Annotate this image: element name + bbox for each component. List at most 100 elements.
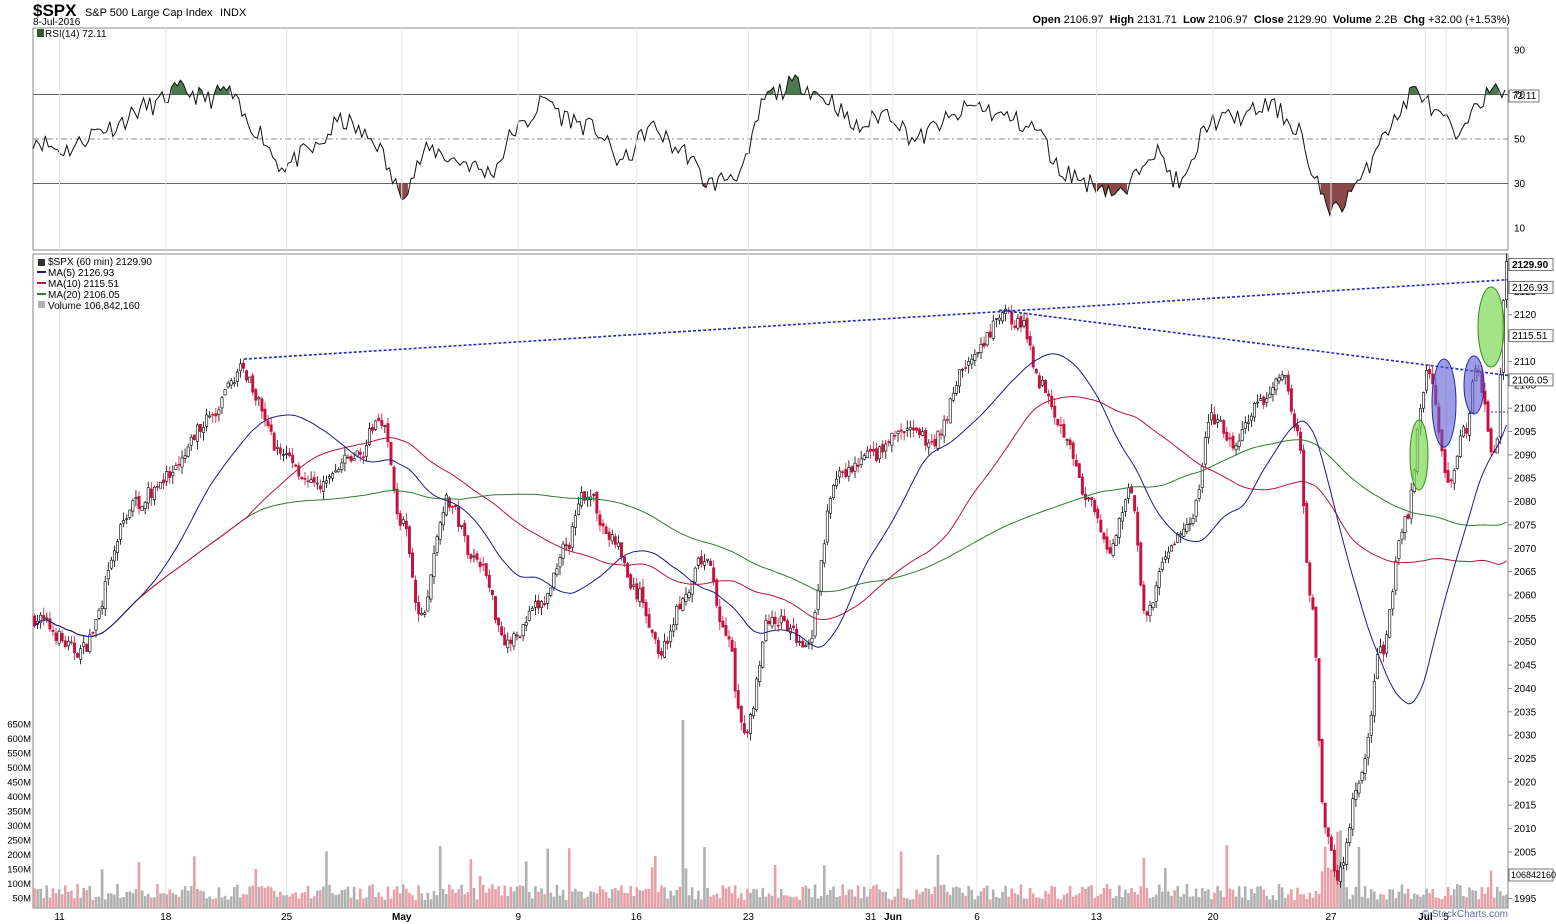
volume-bar (626, 893, 629, 908)
candle-body (232, 382, 236, 385)
candle-body (1025, 318, 1029, 340)
candle-body (211, 413, 215, 416)
candle-body (881, 444, 885, 453)
volume-bar (51, 888, 55, 908)
x-label-11: 11 (54, 912, 65, 923)
volume-bar (561, 889, 565, 908)
volume-bar (819, 896, 823, 908)
volume-bar (1471, 890, 1474, 908)
volume-bar (36, 889, 39, 908)
volume-bar (1237, 886, 1241, 908)
volume-bar (549, 892, 553, 908)
price-panel: $SPX (60 min) 2129.90 MA(5) 2126.93 MA(1… (7, 28, 1556, 923)
candle-body (856, 464, 860, 467)
x-label-13: 13 (1091, 912, 1103, 923)
volume-bar (414, 899, 417, 908)
volume-bar (85, 890, 89, 908)
volume-bar (251, 885, 255, 908)
candle-body (749, 714, 752, 734)
rsi-tag-box (1508, 89, 1540, 103)
volume-tick-label: 250M (7, 836, 31, 847)
volume-bar (884, 891, 888, 908)
legend-ma5: MA(5) 2126.93 (48, 268, 115, 279)
candle-body (131, 500, 135, 512)
price-legend: $SPX (60 min) 2129.90 MA(5) 2126.93 MA(1… (37, 257, 152, 312)
candle-body (392, 466, 396, 491)
candle-body (1382, 644, 1386, 655)
candle-body (1308, 562, 1312, 596)
candle-body (933, 438, 937, 447)
volume-bar (816, 898, 820, 908)
x-label-25: 25 (281, 912, 293, 923)
candle-body (663, 641, 666, 658)
candle-body (576, 503, 580, 515)
candle-body (745, 731, 749, 734)
candle-body (1044, 380, 1047, 394)
candle-body (1133, 495, 1137, 512)
volume-bar (730, 893, 734, 908)
candle-body (1455, 455, 1459, 469)
candle-body (116, 541, 119, 553)
volume-bar (1502, 895, 1505, 908)
chart-header: $SPX S&P 500 Large Cap Index INDX (33, 1, 246, 21)
volume-tick-label: 50M (13, 894, 32, 905)
candle-body (979, 343, 983, 353)
volume-bar (220, 897, 224, 908)
volume-bar (368, 885, 371, 908)
index-name: S&P 500 Large Cap Index (84, 7, 213, 19)
volume-bar (1213, 892, 1216, 908)
candle-body (202, 427, 206, 433)
volume-bar (494, 889, 497, 908)
candle-body (982, 342, 986, 347)
candle-body (1080, 476, 1084, 495)
candle-body (1452, 470, 1456, 484)
candle-body (195, 424, 199, 442)
candle-body (500, 626, 504, 636)
candle-body (189, 436, 193, 446)
volume-bar (1139, 886, 1143, 908)
volume-bar (45, 885, 49, 908)
candle-body (924, 429, 928, 446)
volume-bar (469, 859, 473, 908)
candle-body (1096, 508, 1100, 519)
volume-bar (893, 896, 897, 908)
volume-bar (1465, 897, 1468, 908)
candle-body (512, 633, 516, 647)
legend-volume: Volume 106,842,160 (48, 301, 140, 312)
volume-bar (346, 886, 350, 908)
candle-body (739, 706, 743, 723)
candle-body (1357, 782, 1361, 794)
rsi-tag-text: 72.11 (1512, 91, 1537, 102)
volume-bar (1369, 889, 1373, 908)
candle-body (1372, 681, 1376, 717)
volume-bar (850, 889, 854, 908)
volume-bar (306, 885, 310, 908)
volume-bar (1446, 887, 1450, 908)
candle-body (1059, 424, 1063, 427)
candle-body (374, 420, 378, 430)
volume-bar (1452, 889, 1456, 908)
candle-body (73, 642, 76, 654)
candle-body (638, 588, 642, 602)
candle-body (976, 352, 980, 354)
volume-bar (872, 885, 875, 908)
candle-body (1130, 486, 1134, 494)
volume-bar (592, 891, 596, 908)
legend-ma20: MA(20) 2106.05 (48, 290, 120, 301)
volume-bar (564, 899, 568, 908)
candle-body (583, 491, 587, 501)
candle-body (177, 463, 181, 466)
volume-bar (146, 893, 150, 908)
tag-box-ma10 (1508, 329, 1554, 343)
volume-bar (239, 897, 242, 908)
candle-body (417, 602, 421, 615)
volume-bar (1071, 896, 1075, 908)
volume-tick-label: 300M (7, 821, 31, 832)
volume-bar (1416, 894, 1419, 908)
volume-bar (921, 891, 924, 908)
candle-body (1111, 543, 1115, 556)
candle-body (804, 645, 808, 647)
candle-body (1305, 502, 1309, 563)
candle-body (1425, 369, 1429, 391)
candle-body (939, 433, 943, 436)
